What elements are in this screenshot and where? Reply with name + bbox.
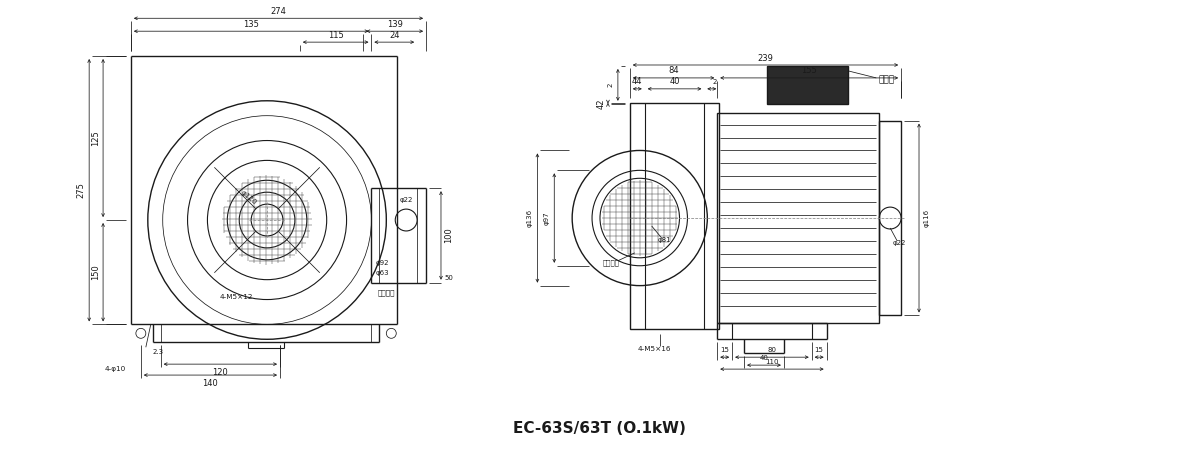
Text: 140: 140 <box>202 378 218 387</box>
Text: 4-φ10: 4-φ10 <box>104 366 126 372</box>
Text: 15: 15 <box>720 347 730 353</box>
Text: 84: 84 <box>668 67 679 76</box>
Text: 24: 24 <box>389 31 399 40</box>
Text: 80: 80 <box>768 347 776 353</box>
Bar <box>630 103 719 329</box>
Text: EC-63S/63T (O.1kW): EC-63S/63T (O.1kW) <box>513 421 685 436</box>
Text: 275: 275 <box>77 182 86 198</box>
Text: φ116: φ116 <box>924 209 930 227</box>
Text: 100: 100 <box>444 228 453 243</box>
Bar <box>767 66 848 104</box>
Text: 139: 139 <box>387 20 403 29</box>
Text: パッキン: パッキン <box>377 289 395 296</box>
Text: 274: 274 <box>271 7 286 16</box>
Text: 120: 120 <box>212 368 229 377</box>
Text: 155: 155 <box>801 67 817 76</box>
Text: φ92: φ92 <box>375 260 389 266</box>
Text: 40: 40 <box>760 355 768 361</box>
Text: φ63: φ63 <box>375 270 389 276</box>
Text: 125: 125 <box>91 130 99 146</box>
Text: φ22: φ22 <box>893 240 906 246</box>
Text: φ81: φ81 <box>658 237 671 243</box>
Text: 4-M5×16: 4-M5×16 <box>637 346 671 352</box>
Text: 50: 50 <box>444 274 454 281</box>
Text: 135: 135 <box>243 20 259 29</box>
Text: 150: 150 <box>91 264 99 280</box>
Text: 2.3: 2.3 <box>153 349 164 355</box>
Text: 2: 2 <box>607 83 613 87</box>
Text: 44: 44 <box>633 77 642 86</box>
Text: 端子箱: 端子箱 <box>878 76 895 85</box>
Text: φ136: φ136 <box>526 209 532 227</box>
Text: φ97: φ97 <box>544 211 550 225</box>
Bar <box>879 121 901 315</box>
Text: 2: 2 <box>712 79 716 85</box>
Text: φ22: φ22 <box>399 197 413 203</box>
Text: 42: 42 <box>597 98 605 108</box>
Text: 110: 110 <box>766 359 779 365</box>
Text: 4-M5×12: 4-M5×12 <box>219 293 253 300</box>
Bar <box>718 112 879 324</box>
Text: パッキン: パッキン <box>603 260 619 266</box>
Text: 40: 40 <box>670 77 679 86</box>
Text: φ120: φ120 <box>240 190 259 207</box>
Text: 239: 239 <box>757 54 774 63</box>
Text: 115: 115 <box>328 31 344 40</box>
Text: 15: 15 <box>815 347 823 353</box>
